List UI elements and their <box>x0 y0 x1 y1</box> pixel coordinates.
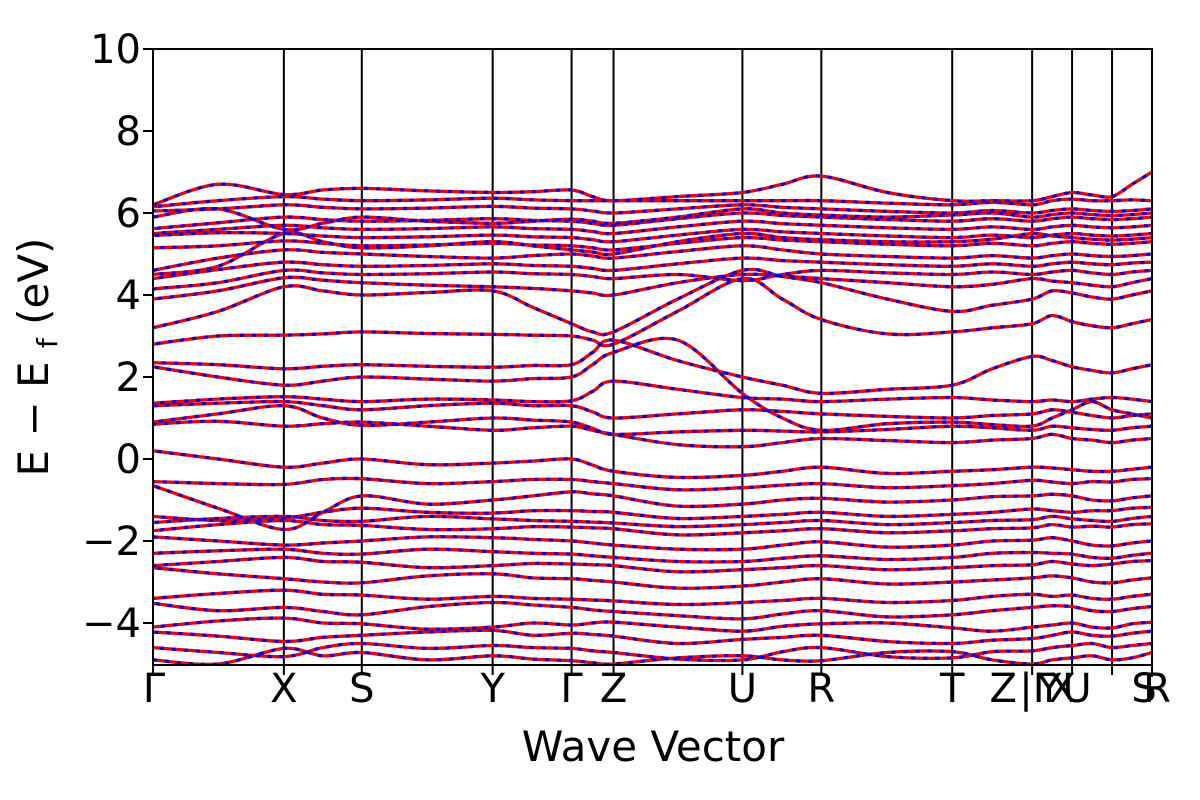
x-tick-label: Y <box>479 666 505 712</box>
band-curve-solid <box>153 588 1152 607</box>
band-curve-dashed <box>153 600 1152 621</box>
x-tick-label: Z <box>989 666 1016 712</box>
band-curve-dashed <box>153 206 1152 232</box>
x-tick-label: U <box>1062 666 1091 712</box>
band-curve-dashed <box>153 547 1152 564</box>
bands-dashed-series <box>153 170 1152 665</box>
x-tick-label: U <box>728 666 757 712</box>
band-curve-solid <box>153 203 1152 215</box>
y-axis-ticks <box>143 48 153 624</box>
band-curve-dashed <box>153 641 1152 663</box>
plot-frame <box>152 48 1153 666</box>
y-tick-label: 10 <box>90 27 141 73</box>
band-curve-dashed <box>153 338 1152 396</box>
y-tick-label: 8 <box>116 109 141 155</box>
band-curve-dashed <box>153 170 1152 207</box>
band-curve-dashed <box>153 616 1152 633</box>
band-curve-dashed <box>153 646 1152 665</box>
x-tick-label: R <box>1143 666 1171 712</box>
x-tick-label: Y <box>1036 666 1062 712</box>
band-curve-dashed <box>153 256 1152 281</box>
x-tick-label: T <box>939 666 965 712</box>
band-curve-solid <box>153 268 1152 291</box>
band-curve-dashed <box>153 211 1152 231</box>
band-curve-dashed <box>153 336 1152 433</box>
band-curve-solid <box>153 419 1152 449</box>
band-curve-dashed <box>153 272 1152 301</box>
y-axis-title-units: (eV) <box>9 238 58 325</box>
band-curve-solid <box>153 555 1152 574</box>
band-curve-dashed <box>153 230 1152 277</box>
x-tick-label: R <box>807 666 835 712</box>
x-tick-label: X <box>1048 666 1075 712</box>
y-axis-title: E − E f (eV) <box>9 238 67 477</box>
y-axis-title-subscript: f <box>31 337 64 348</box>
x-tick-label: |Γ <box>1019 666 1055 712</box>
x-tick-label: S <box>1131 666 1156 712</box>
y-tick-label: 2 <box>116 355 141 401</box>
x-tick-label: Γ <box>143 666 166 712</box>
band-curve-solid <box>153 399 1152 420</box>
band-curve-dashed <box>153 404 1152 437</box>
y-tick-label: 6 <box>116 191 141 237</box>
band-curve-dashed <box>153 194 1152 209</box>
x-tick-label: X <box>270 666 297 712</box>
x-tick-label: Z <box>600 666 627 712</box>
band-curve-dashed <box>153 227 1152 244</box>
y-axis-tick-labels: 10 8 6 4 2 0 −2 −4 <box>82 27 141 647</box>
band-curve-dashed <box>153 505 1152 523</box>
y-tick-label: −2 <box>82 519 141 565</box>
band-curve-dashed <box>153 518 1152 537</box>
band-curve-dashed <box>153 514 1152 529</box>
band-curve-solid <box>153 483 1152 532</box>
y-tick-label: 4 <box>116 273 141 319</box>
y-axis-title-main: E − E <box>9 361 58 476</box>
band-curve-solid <box>153 476 1152 492</box>
x-axis-title: Wave Vector <box>522 722 785 771</box>
y-tick-label: 0 <box>116 437 141 483</box>
x-tick-label: Γ <box>560 666 583 712</box>
band-curve-dashed <box>153 235 1152 252</box>
band-curve-dashed <box>153 276 1152 348</box>
x-tick-label: S <box>349 666 374 712</box>
band-curve-dashed <box>153 449 1152 480</box>
y-tick-label: −4 <box>82 601 141 647</box>
band-curve-solid <box>153 219 1152 236</box>
band-curve-dashed <box>153 267 1152 337</box>
band-curve-solid <box>153 379 1152 405</box>
x-axis-ticks <box>152 665 1153 675</box>
band-curve-solid <box>153 449 1152 480</box>
band-curve-dashed <box>153 628 1152 646</box>
band-curve-solid <box>153 535 1152 552</box>
band-curve-solid <box>153 244 1152 273</box>
band-curve-dashed <box>153 565 1152 590</box>
